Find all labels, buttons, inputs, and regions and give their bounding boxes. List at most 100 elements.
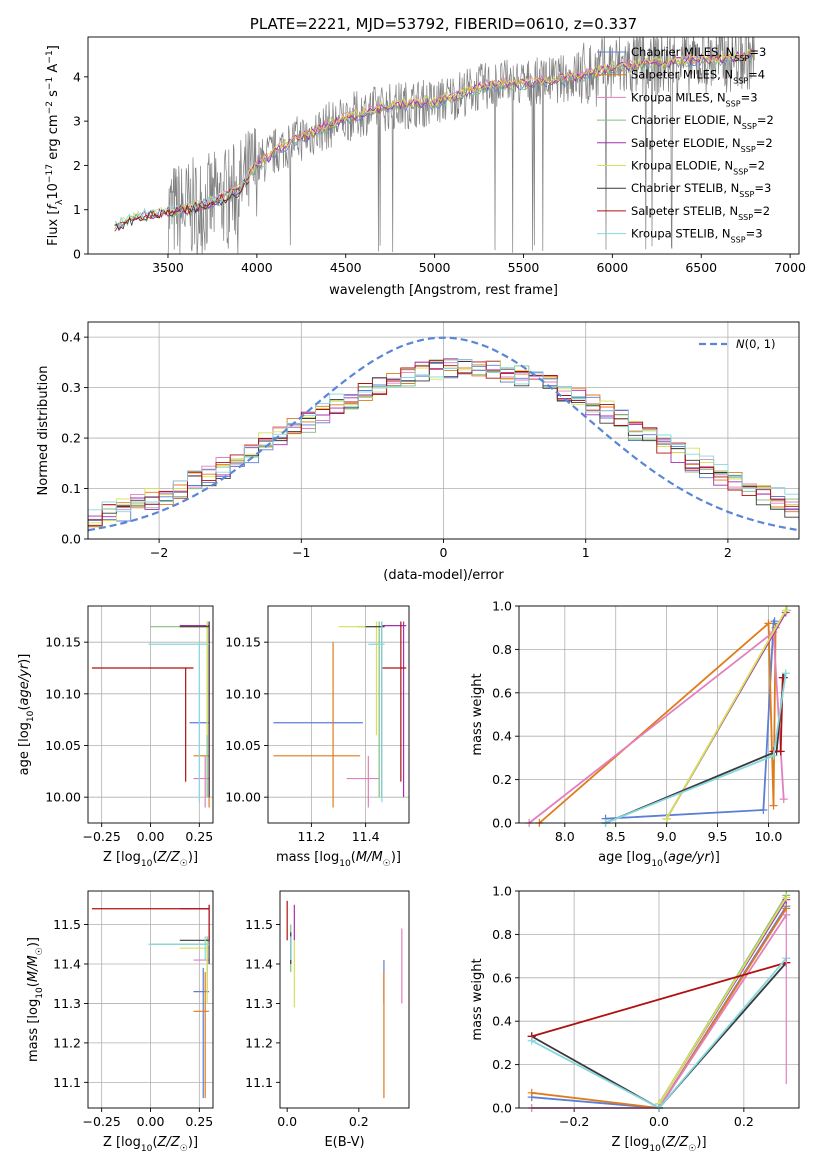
mass_vs_Z-panel: −0.25 0.00 0.25 11.1 11.2 11.3 11.4 11.5 Z [log1… bbox=[26, 890, 214, 1154]
y-tick-label: 0.4 bbox=[61, 330, 81, 345]
y-tick-label: 11.5 bbox=[245, 917, 273, 932]
axes-frame bbox=[267, 605, 410, 824]
axes-frame bbox=[518, 605, 800, 824]
weight_vs_age-panel: 8.0 8.5 9.0 9.5 10.0 0.0 0.2 0.4 0.6 0.8 1.0 age [l… bbox=[470, 599, 800, 869]
weight-marker bbox=[781, 669, 790, 678]
mass_vs_Z-xlabel: Z [log10(Z/Z☉)] bbox=[103, 1135, 198, 1154]
x-tick-label: 11.2 bbox=[297, 829, 325, 844]
weight_vs_Z-ylabel: mass weight bbox=[470, 958, 485, 1040]
weight-line bbox=[531, 961, 787, 1038]
x-tick-label: −0.2 bbox=[559, 1114, 589, 1129]
legend-label: Salpeter ELODIE, NSSP=2 bbox=[631, 136, 773, 154]
y-tick-label: 10.10 bbox=[45, 686, 81, 701]
y-tick-label: 11.4 bbox=[53, 956, 81, 971]
y-tick-label: 11.4 bbox=[245, 956, 273, 971]
y-tick-label: 1 bbox=[73, 202, 81, 217]
x-tick-label: −2 bbox=[150, 545, 168, 560]
weight-marker bbox=[782, 893, 791, 902]
x-tick-label: 6000 bbox=[596, 260, 628, 275]
spectrum-panel: 3500 4000 4500 5000 5500 6000 6500 7000 0 1 2 3 4 PLA… bbox=[45, 15, 806, 298]
y-tick-label: 0.8 bbox=[492, 642, 512, 657]
axes-frame bbox=[518, 890, 800, 1109]
residual-ylabel: Normed distribution bbox=[36, 366, 51, 496]
age_vs_mass-panel: 11.2 11.4 10.00 10.05 10.10 10.15 mass [log10(… bbox=[225, 605, 410, 869]
x-tick-label: 9.0 bbox=[657, 829, 677, 844]
legend-label: N(0, 1) bbox=[736, 337, 776, 351]
x-tick-label: 8.5 bbox=[606, 829, 626, 844]
y-tick-label: 0.0 bbox=[492, 1101, 512, 1116]
residual-panel: −2 −1 0 1 2 0.0 0.1 0.2 0.3 0.4 (data-model)/error… bbox=[36, 321, 800, 583]
y-tick-label: 3 bbox=[73, 114, 81, 129]
x-tick-label: 10.0 bbox=[755, 829, 783, 844]
weight_vs_age-ylabel: mass weight bbox=[470, 673, 485, 755]
weight_vs_Z-xlabel: Z [log10(Z/Z☉)] bbox=[611, 1135, 706, 1154]
age_vs_Z-xlabel: Z [log10(Z/Z☉)] bbox=[103, 850, 198, 869]
y-tick-label: 0.2 bbox=[61, 431, 81, 446]
x-tick-label: 4500 bbox=[330, 260, 362, 275]
y-tick-label: 0.0 bbox=[492, 816, 512, 831]
weight-line bbox=[528, 630, 785, 824]
y-tick-label: 10.00 bbox=[45, 790, 81, 805]
y-tick-label: 11.3 bbox=[53, 996, 81, 1011]
y-tick-label: 10.05 bbox=[45, 738, 81, 753]
y-tick-label: 0.2 bbox=[492, 1057, 512, 1072]
x-tick-label: 11.4 bbox=[352, 829, 380, 844]
axes-frame bbox=[87, 605, 214, 824]
y-tick-label: 10.05 bbox=[225, 738, 261, 753]
x-tick-label: 1 bbox=[582, 545, 590, 560]
weight-marker bbox=[662, 814, 671, 823]
y-tick-label: 0.2 bbox=[492, 772, 512, 787]
y-tick-label: 0.3 bbox=[61, 380, 81, 395]
weight_vs_Z-panel: −0.2 0.0 0.2 0.0 0.2 0.4 0.6 0.8 1.0 Z [log10(Z/Z… bbox=[470, 884, 800, 1154]
weight-marker bbox=[759, 805, 768, 814]
weight-marker bbox=[776, 747, 785, 756]
y-tick-label: 2 bbox=[73, 158, 81, 173]
x-tick-label: 0.00 bbox=[137, 829, 165, 844]
weight-marker bbox=[781, 606, 790, 615]
legend-label: Salpeter MILES, NSSP=4 bbox=[631, 68, 765, 86]
residual-histogram bbox=[88, 358, 799, 514]
x-tick-label: 8.0 bbox=[555, 829, 575, 844]
x-tick-label: 0.25 bbox=[185, 1114, 213, 1129]
y-tick-label: 0.0 bbox=[61, 532, 81, 547]
axes-frame bbox=[279, 890, 410, 1109]
y-tick-label: 0.4 bbox=[492, 729, 512, 744]
x-tick-label: 7000 bbox=[774, 260, 806, 275]
legend-label: Salpeter STELIB, NSSP=2 bbox=[631, 204, 770, 222]
x-tick-label: 4000 bbox=[241, 260, 273, 275]
weight-line bbox=[605, 673, 787, 824]
x-tick-label: 0.0 bbox=[277, 1114, 297, 1129]
y-tick-label: 11.2 bbox=[53, 1035, 81, 1050]
x-tick-label: −0.25 bbox=[83, 829, 121, 844]
y-tick-label: 1.0 bbox=[492, 599, 512, 614]
weight_vs_age-xlabel: age [log10(age/yr)] bbox=[598, 850, 720, 869]
legend-label: Kroupa ELODIE, NSSP=2 bbox=[631, 159, 765, 177]
y-tick-label: 0.1 bbox=[61, 481, 81, 496]
spectrum-title: PLATE=2221, MJD=53792, FIBERID=0610, z=0… bbox=[250, 15, 637, 33]
weight-marker bbox=[527, 1088, 536, 1097]
x-tick-label: 0.2 bbox=[349, 1114, 369, 1129]
y-tick-label: 11.1 bbox=[245, 1075, 273, 1090]
y-tick-label: 10.15 bbox=[45, 635, 81, 650]
y-tick-label: 11.1 bbox=[53, 1075, 81, 1090]
weight-line bbox=[605, 677, 785, 824]
y-tick-label: 11.5 bbox=[53, 917, 81, 932]
axes-frame bbox=[87, 321, 800, 540]
legend-label: Kroupa STELIB, NSSP=3 bbox=[631, 227, 763, 245]
y-tick-label: 11.3 bbox=[245, 996, 273, 1011]
x-tick-label: 2 bbox=[724, 545, 732, 560]
spectrum-xlabel: wavelength [Angstrom, rest frame] bbox=[329, 283, 558, 298]
age_vs_Z-panel: −0.25 0.00 0.25 10.00 10.05 10.10 10.15 Z [log1… bbox=[17, 605, 214, 869]
x-tick-label: −0.25 bbox=[83, 1114, 121, 1129]
y-tick-label: 0 bbox=[73, 247, 81, 262]
y-tick-label: 0.8 bbox=[492, 927, 512, 942]
y-tick-label: 1.0 bbox=[492, 884, 512, 899]
residual-xlabel: (data-model)/error bbox=[383, 568, 504, 583]
spectrum-model-line bbox=[114, 178, 250, 232]
age_vs_mass-xlabel: mass [log10(M/M☉)] bbox=[276, 850, 401, 869]
x-tick-label: 5000 bbox=[419, 260, 451, 275]
y-tick-label: 0.6 bbox=[492, 970, 512, 985]
x-tick-label: −1 bbox=[292, 545, 310, 560]
spectrum-data-line bbox=[167, 37, 755, 254]
